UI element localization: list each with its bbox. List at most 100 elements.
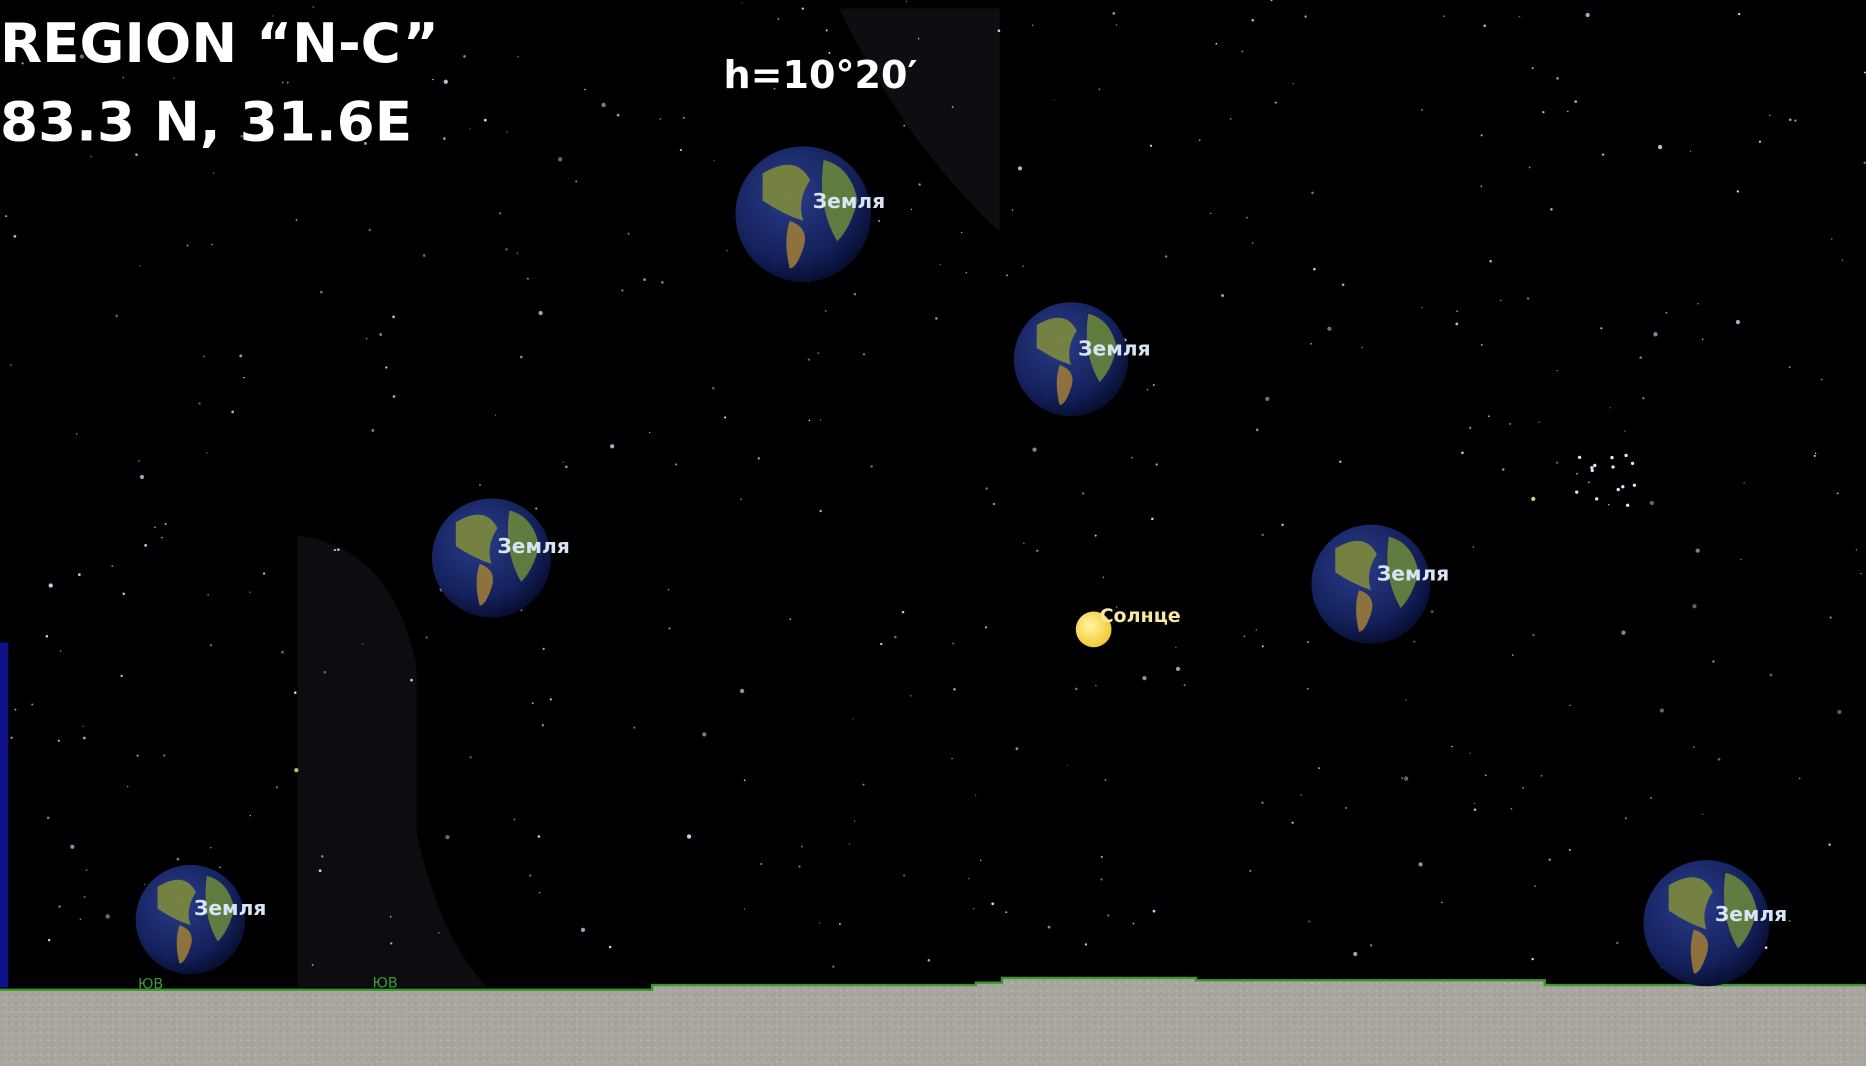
star	[910, 695, 912, 697]
star	[1468, 426, 1472, 430]
star	[312, 6, 315, 8]
star	[918, 183, 921, 186]
star	[1353, 951, 1358, 957]
star	[1860, 572, 1862, 575]
star	[1006, 274, 1008, 277]
star	[726, 249, 728, 252]
star	[740, 498, 743, 501]
star	[425, 636, 428, 639]
star	[724, 416, 727, 419]
star	[538, 891, 541, 894]
star	[1569, 704, 1571, 706]
star	[1306, 687, 1309, 690]
star	[564, 465, 568, 469]
star	[122, 76, 125, 79]
region-title: REGION “N-C”	[0, 11, 439, 75]
star	[1255, 428, 1259, 432]
star	[70, 844, 75, 849]
star	[1855, 549, 1857, 551]
star	[953, 688, 956, 691]
star	[1053, 99, 1055, 101]
star	[743, 908, 746, 910]
star	[211, 243, 213, 246]
star	[13, 235, 17, 238]
star	[1005, 911, 1008, 914]
star	[819, 419, 822, 421]
star	[463, 55, 466, 58]
earth: Земля	[1643, 860, 1787, 987]
star	[209, 644, 213, 647]
star	[794, 72, 799, 77]
star	[905, 0, 908, 3]
star	[777, 17, 780, 20]
altitude-label: h=10°20′	[724, 53, 918, 97]
star	[410, 678, 413, 682]
star	[1488, 415, 1490, 417]
star	[1630, 461, 1635, 466]
star	[1318, 767, 1320, 769]
star	[1483, 24, 1486, 27]
star	[878, 219, 881, 222]
star	[212, 172, 215, 174]
star	[853, 292, 857, 296]
star	[789, 618, 792, 621]
star	[1418, 862, 1423, 867]
star	[82, 725, 84, 727]
star	[1131, 456, 1133, 459]
ghost-panel	[297, 535, 488, 988]
star	[1813, 454, 1816, 457]
star	[364, 142, 367, 145]
star	[105, 914, 110, 919]
star	[10, 736, 13, 739]
star	[1548, 858, 1551, 861]
star	[164, 523, 167, 526]
star	[1692, 746, 1695, 748]
star	[190, 116, 193, 119]
star	[1473, 808, 1477, 811]
star	[1221, 294, 1224, 297]
star	[1360, 346, 1363, 349]
star	[1107, 914, 1110, 917]
star	[206, 452, 208, 454]
star	[1308, 920, 1311, 923]
star	[1066, 764, 1068, 767]
star	[1764, 946, 1768, 950]
star	[853, 820, 856, 822]
star	[1830, 238, 1833, 240]
star	[48, 583, 53, 588]
star	[1413, 640, 1416, 643]
star	[1556, 369, 1558, 372]
earth: Земля	[135, 864, 266, 975]
star	[390, 942, 393, 945]
star	[1625, 503, 1630, 507]
star	[1327, 326, 1332, 331]
star	[1610, 455, 1614, 460]
star	[903, 124, 906, 127]
star	[1632, 483, 1637, 487]
star	[1659, 708, 1665, 713]
star	[702, 732, 707, 737]
star	[1274, 101, 1277, 104]
star	[207, 593, 210, 596]
continent	[205, 875, 235, 942]
sun	[1075, 611, 1112, 648]
star	[136, 754, 139, 757]
star	[1740, 558, 1742, 561]
star	[5, 215, 8, 218]
star	[1339, 460, 1342, 463]
star	[1574, 100, 1578, 103]
star	[1649, 796, 1652, 799]
star	[57, 739, 60, 742]
star	[281, 650, 284, 654]
star	[239, 354, 243, 358]
star	[1624, 453, 1628, 458]
star	[1735, 319, 1741, 325]
star	[1692, 604, 1697, 609]
star	[422, 254, 426, 257]
star	[541, 724, 544, 727]
star	[333, 548, 337, 552]
star	[739, 688, 745, 694]
bodies: Земля Земля Земля Земля Земля Земля	[135, 146, 1787, 987]
star	[469, 756, 472, 759]
